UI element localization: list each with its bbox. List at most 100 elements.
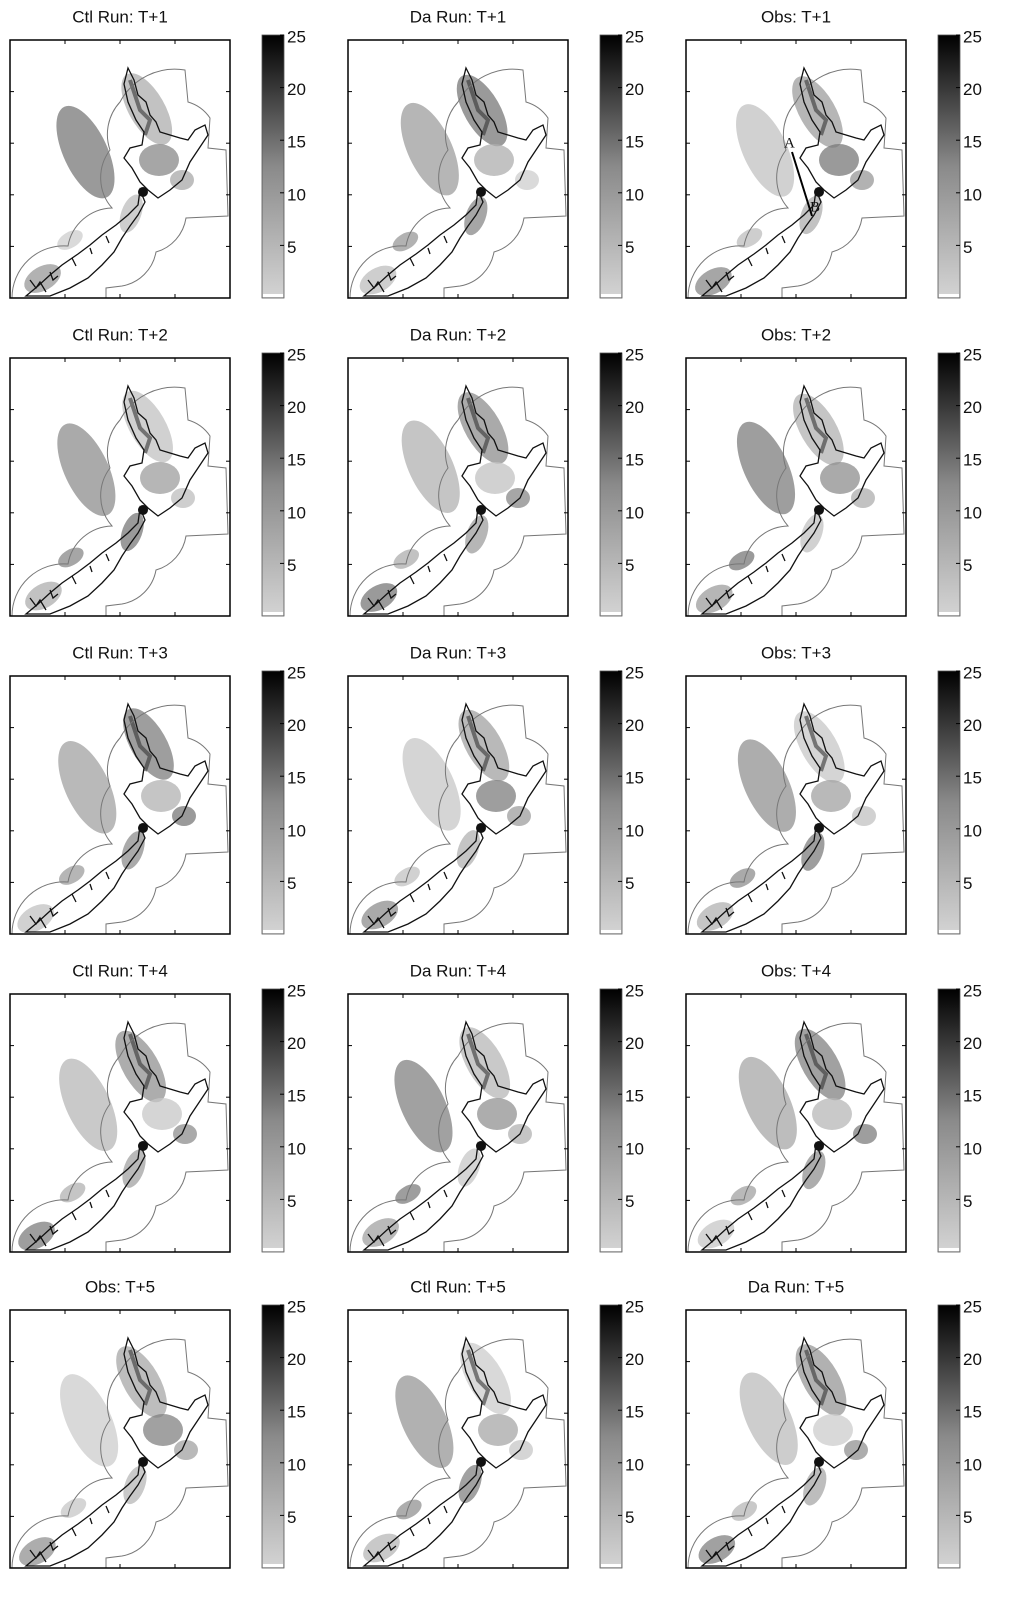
colorbar-tick-label: 15 (963, 451, 982, 470)
colorbar-tick-label: 10 (287, 821, 306, 840)
map (347, 1309, 569, 1569)
map-frame (9, 39, 231, 299)
annotation: B (810, 199, 820, 215)
colorbar (261, 670, 285, 935)
panel: Obs: T+5 5 10 15 20 25 (9, 1277, 306, 1569)
map (9, 39, 231, 299)
colorbar-tick-label: 20 (625, 1034, 644, 1053)
panel: Ctl Run: T+4 5 10 15 20 25 (9, 961, 306, 1253)
colorbar-tick-label: 20 (625, 716, 644, 735)
colorbar (261, 34, 285, 299)
panel: Obs: T+2 5 10 15 20 25 (685, 325, 982, 617)
colorbar-tick-label: 15 (625, 1087, 644, 1106)
colorbar-tick-label: 20 (287, 398, 306, 417)
colorbar-tick-label: 5 (963, 874, 972, 893)
panel-title: Obs: T+1 (761, 7, 831, 26)
map (9, 1309, 231, 1569)
colorbar-tick-label: 25 (287, 1297, 306, 1316)
colorbar-tick-label: 10 (963, 503, 982, 522)
colorbar (937, 988, 961, 1253)
colorbar-tick-label: 20 (287, 80, 306, 99)
colorbar-tick-label: 25 (287, 27, 306, 46)
colorbar-tick-label: 25 (625, 345, 644, 364)
panel: Ctl Run: T+3 5 10 15 20 25 (9, 643, 306, 935)
map (685, 357, 907, 617)
colorbar-tick-label: 10 (963, 821, 982, 840)
colorbar (599, 988, 623, 1253)
map-frame (9, 675, 231, 935)
colorbar-tick-label: 20 (287, 716, 306, 735)
colorbar-tick-label: 10 (963, 1455, 982, 1474)
colorbar-tick-label: 5 (963, 556, 972, 575)
map: AB (685, 39, 907, 299)
colorbar-tick-label: 5 (287, 238, 296, 257)
colorbar-tick-label: 5 (963, 1508, 972, 1527)
map (685, 675, 907, 935)
panel: Da Run: T+5 5 10 15 20 25 (685, 1277, 982, 1569)
colorbar-tick-label: 5 (287, 1192, 296, 1211)
colorbar-tick-label: 10 (625, 503, 644, 522)
colorbar-tick-label: 5 (963, 1192, 972, 1211)
map-frame (347, 1309, 569, 1569)
colorbar (599, 1304, 623, 1569)
colorbar-tick-label: 25 (287, 981, 306, 1000)
colorbar-tick-label: 5 (625, 556, 634, 575)
colorbar (599, 670, 623, 935)
panel-title: Da Run: T+2 (410, 325, 507, 344)
colorbar (261, 352, 285, 617)
map-frame (347, 993, 569, 1253)
colorbar-tick-label: 15 (963, 1087, 982, 1106)
map-frame (685, 357, 907, 617)
colorbar (937, 1304, 961, 1569)
colorbar-tick-label: 25 (625, 663, 644, 682)
colorbar-tick-label: 15 (287, 451, 306, 470)
colorbar-tick-label: 5 (625, 874, 634, 893)
annotation: A (784, 135, 795, 151)
colorbar-tick-label: 15 (963, 133, 982, 152)
panel-title: Da Run: T+5 (748, 1277, 845, 1296)
panel-title: Ctl Run: T+3 (72, 643, 168, 662)
colorbar-tick-label: 25 (287, 345, 306, 364)
map (347, 993, 569, 1253)
colorbar-tick-label: 25 (625, 981, 644, 1000)
colorbar-tick-label: 10 (287, 503, 306, 522)
colorbar-tick-label: 15 (287, 769, 306, 788)
colorbar-tick-label: 20 (963, 1350, 982, 1369)
colorbar (937, 34, 961, 299)
colorbar-tick-label: 20 (963, 80, 982, 99)
colorbar-tick-label: 10 (963, 185, 982, 204)
colorbar-tick-label: 20 (625, 1350, 644, 1369)
colorbar-tick-label: 20 (963, 398, 982, 417)
map (685, 1309, 907, 1569)
map (347, 675, 569, 935)
colorbar-tick-label: 10 (625, 1139, 644, 1158)
colorbar (261, 988, 285, 1253)
colorbar-tick-label: 5 (625, 1192, 634, 1211)
map (9, 675, 231, 935)
colorbar-tick-label: 10 (287, 1455, 306, 1474)
colorbar-tick-label: 20 (287, 1034, 306, 1053)
panel: Ctl Run: T+1 5 10 15 20 25 (9, 7, 306, 299)
map (9, 357, 231, 617)
colorbar-tick-label: 10 (625, 1455, 644, 1474)
colorbar-tick-label: 15 (287, 1087, 306, 1106)
colorbar-tick-label: 15 (625, 451, 644, 470)
colorbar-tick-label: 20 (963, 716, 982, 735)
colorbar-tick-label: 25 (963, 1297, 982, 1316)
panel-title: Obs: T+2 (761, 325, 831, 344)
colorbar-tick-label: 10 (625, 821, 644, 840)
panel: Obs: T+4 5 10 15 20 25 (685, 961, 982, 1253)
panel: Ctl Run: T+2 5 10 15 20 25 (9, 325, 306, 617)
colorbar (599, 34, 623, 299)
panel-title: Da Run: T+3 (410, 643, 507, 662)
map (347, 357, 569, 617)
panel-title: Ctl Run: T+5 (410, 1277, 506, 1296)
colorbar-tick-label: 5 (963, 238, 972, 257)
colorbar-tick-label: 15 (963, 1403, 982, 1422)
panel: Obs: T+3 5 10 15 20 25 (685, 643, 982, 935)
colorbar-tick-label: 25 (625, 1297, 644, 1316)
map (685, 993, 907, 1253)
colorbar-tick-label: 25 (963, 981, 982, 1000)
colorbar (937, 670, 961, 935)
